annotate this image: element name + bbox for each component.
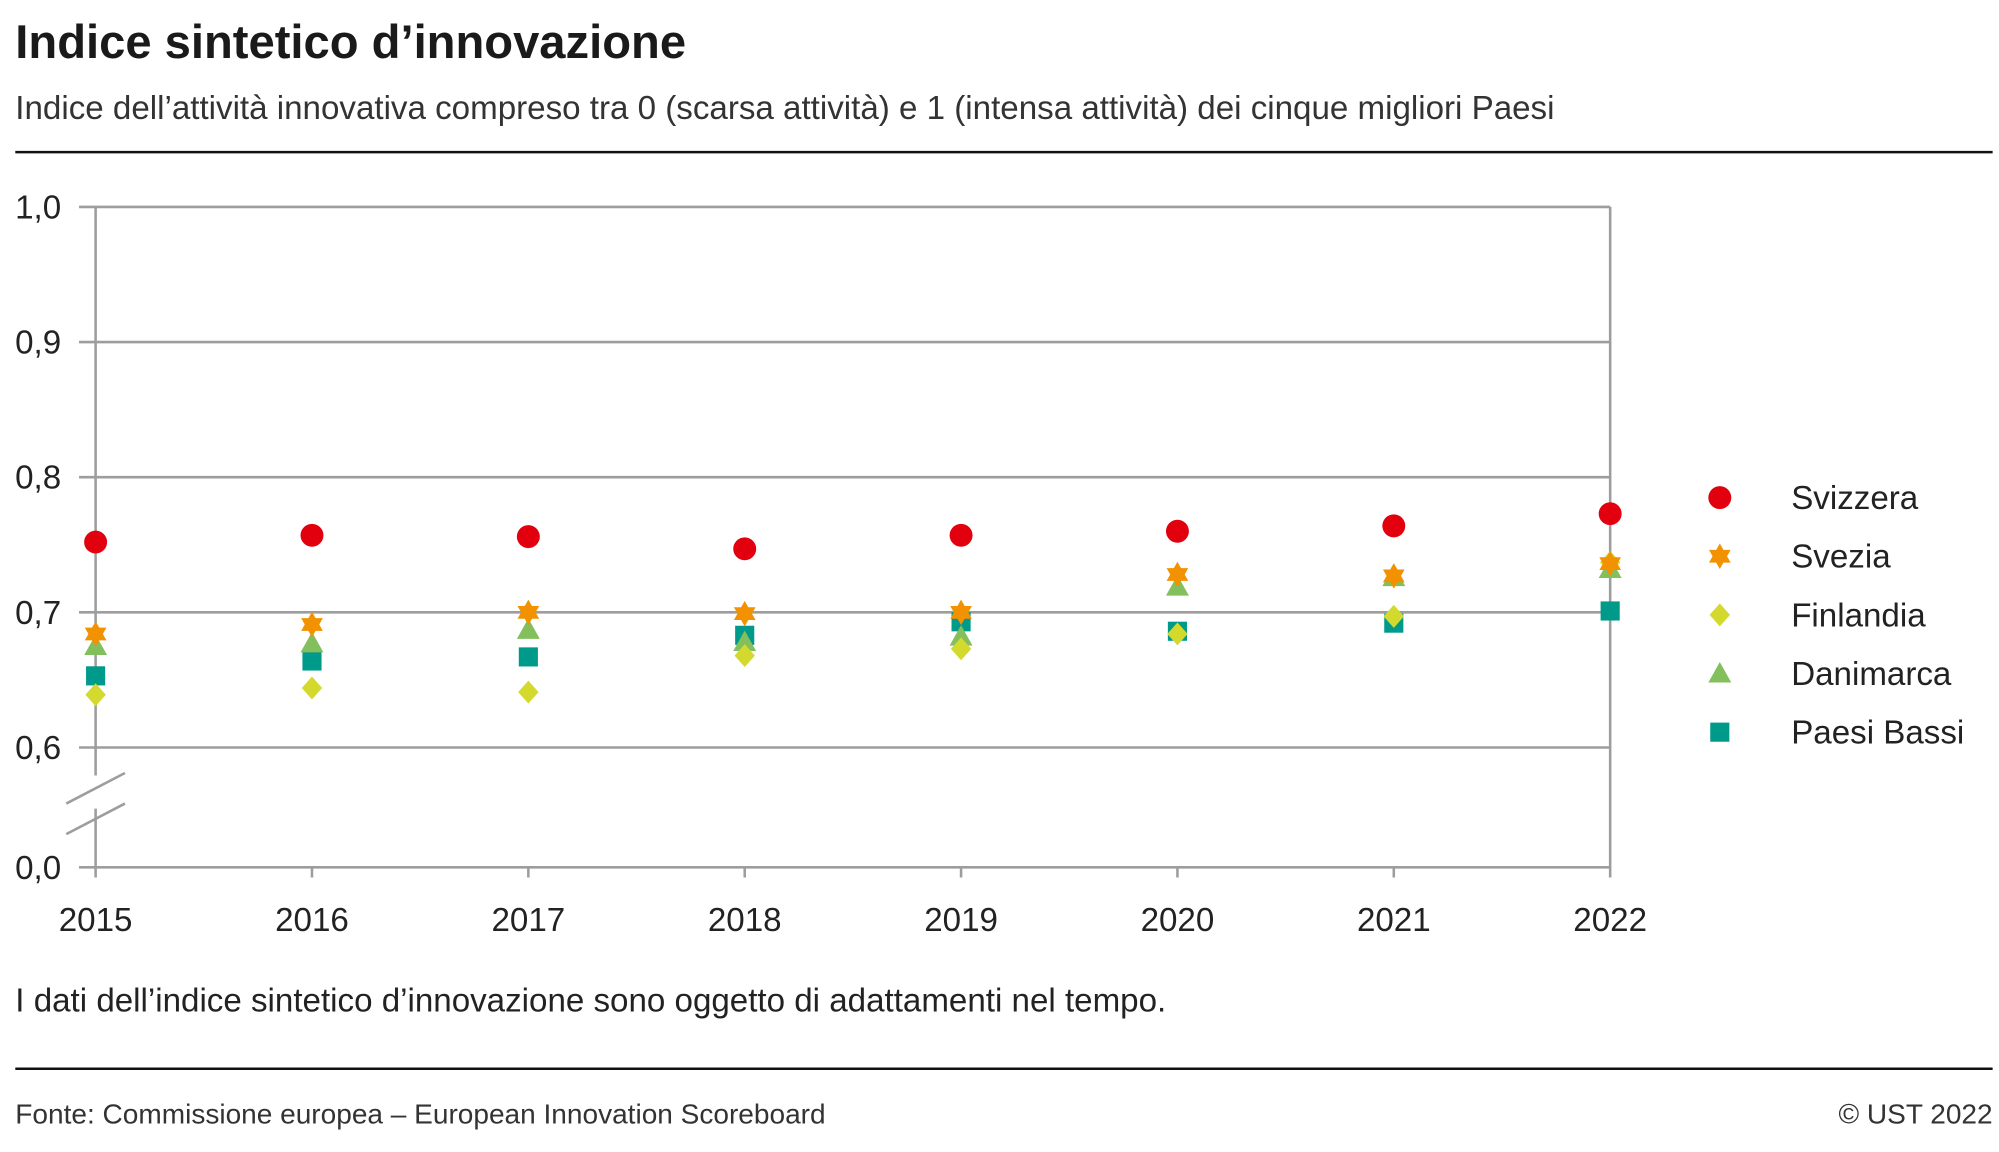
chart-note: I dati dell’indice sintetico d’innovazio… (15, 982, 1166, 1019)
y-tick-label: 0,0 (15, 850, 61, 887)
point-finlandia (734, 644, 755, 668)
star-part (1382, 569, 1405, 589)
star-part (1166, 568, 1189, 588)
legend-marker (1708, 543, 1731, 569)
point-svizzera (949, 523, 973, 547)
point-svizzera (733, 537, 757, 561)
star-part (733, 607, 756, 627)
legend-marker (1710, 722, 1730, 742)
point-finlandia (518, 680, 539, 704)
point-danimarca (300, 631, 324, 653)
x-tick-label: 2016 (275, 902, 349, 939)
point-svizzera (1165, 519, 1189, 543)
point-svizzera (84, 530, 108, 554)
data-points (84, 502, 1622, 707)
star-part (950, 605, 972, 626)
y-tick-label: 0,8 (15, 460, 61, 497)
x-tick-label: 2015 (59, 902, 133, 939)
point-svezia (84, 621, 107, 647)
legend-label: Danimarca (1791, 656, 1952, 693)
legend-marker (1708, 662, 1732, 683)
legend-marker (1708, 486, 1732, 510)
legend: Svizzera Svezia Finlandia Danimarca Paesi Ba… (1708, 480, 1964, 752)
point-danimarca (949, 625, 973, 646)
point-svizzera (1598, 502, 1622, 526)
star-part (84, 627, 107, 647)
point-paesi-bassi (1600, 601, 1620, 621)
point-paesi-bassi (518, 647, 538, 667)
point-finlandia (1383, 604, 1404, 628)
star-part (301, 618, 323, 638)
x-tick-label: 2021 (1357, 902, 1431, 939)
axis-break-mark (65, 802, 126, 836)
point-svizzera (516, 525, 540, 549)
point-svezia (1166, 561, 1189, 588)
point-svezia (1599, 550, 1622, 577)
y-tick-label: 0,7 (15, 595, 61, 632)
legend-label: Svezia (1791, 539, 1891, 576)
y-tick-label: 0,9 (15, 325, 61, 362)
star-part (1599, 557, 1622, 577)
axis-break-mark (65, 771, 126, 805)
point-paesi-bassi (86, 666, 106, 686)
x-tick-label: 2022 (1573, 902, 1647, 939)
point-svezia (733, 600, 756, 627)
legend-label: Svizzera (1791, 480, 1919, 517)
point-finlandia (301, 676, 323, 700)
x-tick-label: 2017 (491, 902, 565, 939)
point-danimarca (516, 618, 540, 639)
point-finlandia (1167, 622, 1188, 646)
chart-subtitle: Indice dell’attività innovativa compreso… (15, 90, 1554, 127)
point-svezia (301, 611, 323, 638)
legend-label: Finlandia (1791, 597, 1926, 634)
legend-marker (1709, 603, 1731, 627)
point-paesi-bassi (302, 651, 322, 671)
point-danimarca (733, 630, 757, 651)
point-finlandia (950, 637, 972, 661)
source-text: Fonte: Commissione europea – European In… (15, 1099, 825, 1130)
chart-title: Indice sintetico d’innovazione (15, 15, 686, 68)
point-svezia (1382, 563, 1405, 589)
star-part (517, 605, 540, 626)
point-finlandia (85, 683, 106, 707)
point-svezia (517, 599, 540, 626)
grid: 1,0 0,9 0,8 0,7 0,6 0,0 2015 2016 2017 2018 2019 20… (15, 189, 1647, 939)
point-svizzera (1382, 514, 1406, 538)
star-part (1708, 549, 1731, 569)
x-tick-label: 2020 (1141, 902, 1215, 939)
x-tick-label: 2018 (708, 902, 782, 939)
point-svezia (950, 599, 972, 626)
x-tick-label: 2019 (924, 902, 998, 939)
y-tick-label: 1,0 (15, 189, 61, 226)
y-tick-label: 0,6 (15, 730, 61, 767)
copyright-text: © UST 2022 (1838, 1099, 1992, 1130)
point-svizzera (300, 523, 324, 547)
legend-label: Paesi Bassi (1791, 715, 1964, 752)
